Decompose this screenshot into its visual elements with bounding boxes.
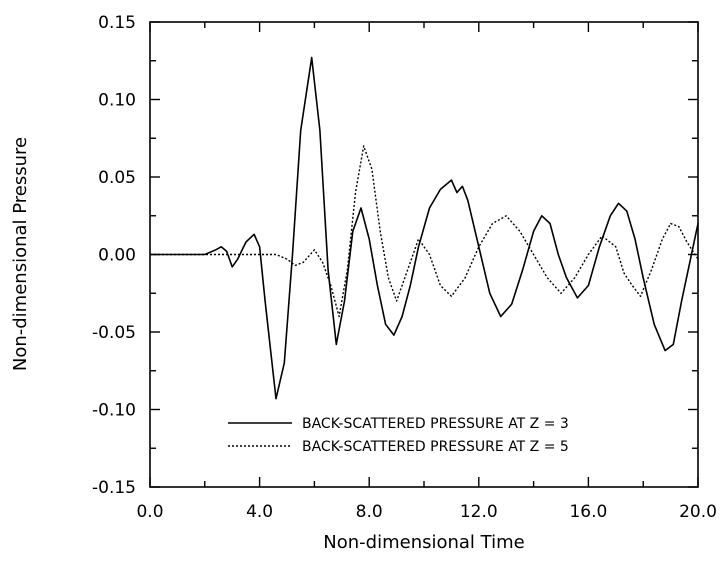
- x-tick-label: 12.0: [460, 502, 498, 522]
- x-tick-label: 8.0: [356, 502, 383, 522]
- y-axis-title: Non-dimensional Pressure: [10, 137, 31, 371]
- series-layer: [150, 56, 699, 400]
- axis-ticks: [149, 21, 699, 488]
- series-line-z3: [150, 56, 699, 400]
- y-tick-label: -0.10: [92, 401, 136, 421]
- y-tick-label: 0.05: [98, 168, 136, 188]
- legend-label-z5: BACK-SCATTERED PRESSURE AT Z = 5: [302, 439, 569, 455]
- y-tick-label: -0.05: [92, 323, 136, 343]
- x-axis-title: Non-dimensional Time: [323, 532, 524, 553]
- y-tick-label: -0.15: [92, 478, 136, 498]
- y-tick-label: 0.00: [98, 246, 136, 266]
- y-tick-label: 0.15: [98, 13, 136, 33]
- x-tick-label: 4.0: [246, 502, 273, 522]
- legend-label-z3: BACK-SCATTERED PRESSURE AT Z = 3: [302, 416, 569, 432]
- series-line-z5: [150, 145, 699, 318]
- x-tick-labels: 0.0 4.0 8.0 12.0 16.0 20.0: [136, 502, 716, 522]
- legend: BACK-SCATTERED PRESSURE AT Z = 3 BACK-SC…: [228, 416, 569, 455]
- y-tick-labels: 0.15 0.10 0.05 0.00 -0.05 -0.10 -0.15: [92, 13, 136, 498]
- x-tick-label: 16.0: [569, 502, 607, 522]
- x-tick-label: 0.0: [136, 502, 163, 522]
- y-tick-label: 0.10: [98, 91, 136, 111]
- x-tick-label: 20.0: [679, 502, 717, 522]
